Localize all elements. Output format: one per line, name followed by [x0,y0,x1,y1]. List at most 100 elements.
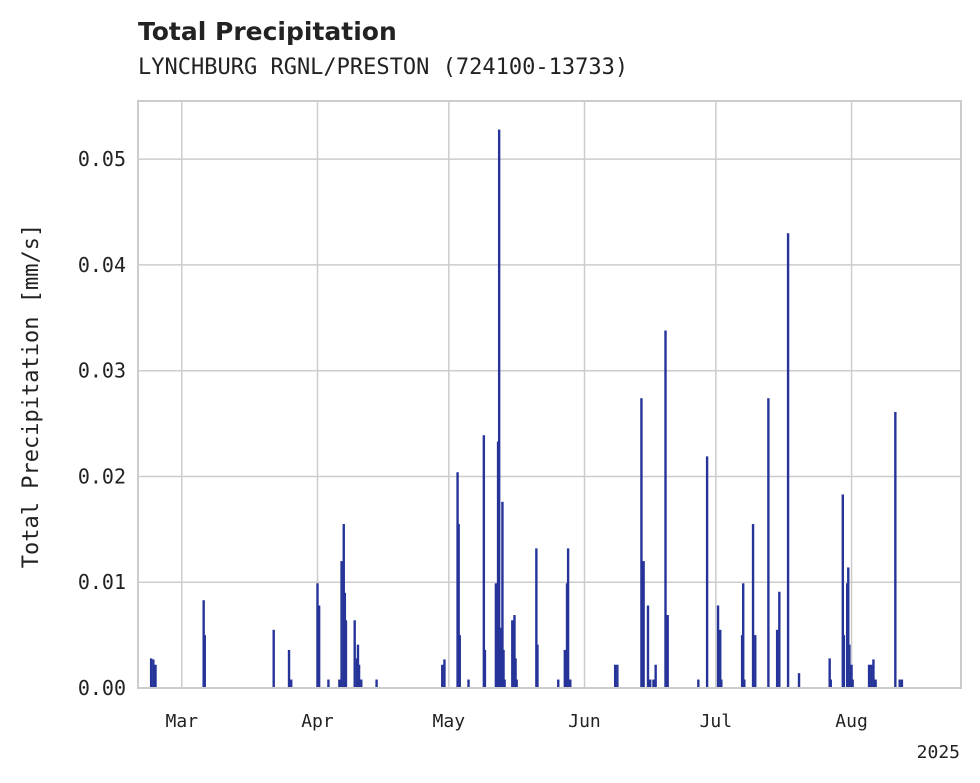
precip-bar [457,524,460,688]
y-tick-label: 0.03 [78,359,126,383]
precip-bar [720,679,723,688]
y-tick-label: 0.01 [78,570,126,594]
precip-bar [536,644,539,688]
precip-bar [719,629,722,688]
y-tick-label: 0.04 [78,253,126,277]
precip-bar [716,605,720,688]
precip-bar [786,233,790,688]
grid-lines [138,101,961,688]
precip-bar [742,583,745,688]
precip-bar [566,548,570,688]
precip-bar [514,658,517,688]
precip-bar [898,679,901,688]
y-tick-label: 0.00 [78,676,126,700]
precip-bar [513,615,516,688]
precip-bar [648,679,652,688]
precip-bar [751,524,755,688]
precip-bar [502,649,505,688]
plot-frame [137,100,962,689]
precip-bar [287,649,291,688]
precip-bar [327,679,330,688]
precip-bar [357,664,361,688]
precip-bar [483,649,487,688]
precip-bar [152,659,155,688]
precip-bar [535,548,538,688]
precip-bar [829,679,832,688]
precip-bar [338,679,341,688]
precip-bar [847,567,850,688]
precip-bar [353,620,356,688]
y-tick-label: 0.05 [78,147,126,171]
precip-bar [828,658,831,688]
precip-bar [900,679,904,688]
precip-bar [501,501,504,688]
precip-bar [640,398,643,688]
precip-bar [850,664,853,688]
y-axis-label: Total Precipitation [mm/s] [19,224,44,568]
precip-bar [503,679,506,688]
bar-series [149,129,904,688]
y-tick-label: 0.02 [78,464,126,488]
precip-bar [870,664,873,688]
precip-bar [149,658,153,688]
precip-bar [666,615,669,688]
precip-bar [775,629,779,688]
precip-bar [767,398,770,688]
chart-title: Total Precipitation [138,17,397,46]
precip-bar [344,620,348,688]
precip-bar [316,583,319,688]
precip-bar [340,561,343,688]
x-tick-label: Aug [835,711,868,732]
precip-bar [778,591,781,688]
precip-bar [511,620,514,688]
precip-bar [851,679,854,688]
precip-bar [441,664,444,688]
precip-bar [482,435,486,688]
precip-bar [375,679,378,688]
precip-bar [616,664,619,688]
precip-bar [154,664,157,688]
precip-bar [697,679,700,688]
precip-bar [443,659,446,688]
precip-bar [613,664,617,688]
y-tick-labels: 0.00 0.01 0.02 0.03 0.04 0.05 [78,147,126,700]
x-tick-label: Jun [568,711,601,732]
precip-bar [569,679,572,688]
precip-bar [458,635,461,688]
precip-bar [557,679,560,688]
precip-bar [642,561,645,688]
precip-bar [894,411,897,688]
precip-bar [317,605,321,688]
precip-bar [654,664,657,688]
precip-bar [563,649,567,688]
precip-bar [848,644,851,688]
x-tick-label: Mar [166,711,199,732]
precip-bar [867,664,871,688]
x-tick-labels: Mar Apr May Jun Jul Aug [166,711,868,732]
precip-bar [652,679,655,688]
precip-bar [664,330,667,688]
x-tick-label: Jul [700,711,733,732]
precip-bar [497,129,501,688]
x-tick-label: Apr [301,711,334,732]
precip-bar [494,583,498,688]
precip-bar [874,679,877,688]
precip-bar [841,494,845,688]
precip-bar [360,679,363,688]
precip-bar [515,679,518,688]
precip-bar [272,629,275,688]
precip-bar [705,456,709,688]
precip-bar [842,635,846,688]
x-year-label: 2025 [917,742,960,763]
chart-subtitle: LYNCHBURG RGNL/PRESTON (724100-13733) [138,55,628,80]
precip-bar [743,679,746,688]
precip-bar [646,605,650,688]
x-tick-label: May [433,711,466,732]
precip-bar [467,679,470,688]
precip-bar [872,659,875,688]
precip-bar [754,635,757,688]
precip-bar [290,679,293,688]
precip-bar [797,673,801,688]
precip-bar [203,635,206,688]
